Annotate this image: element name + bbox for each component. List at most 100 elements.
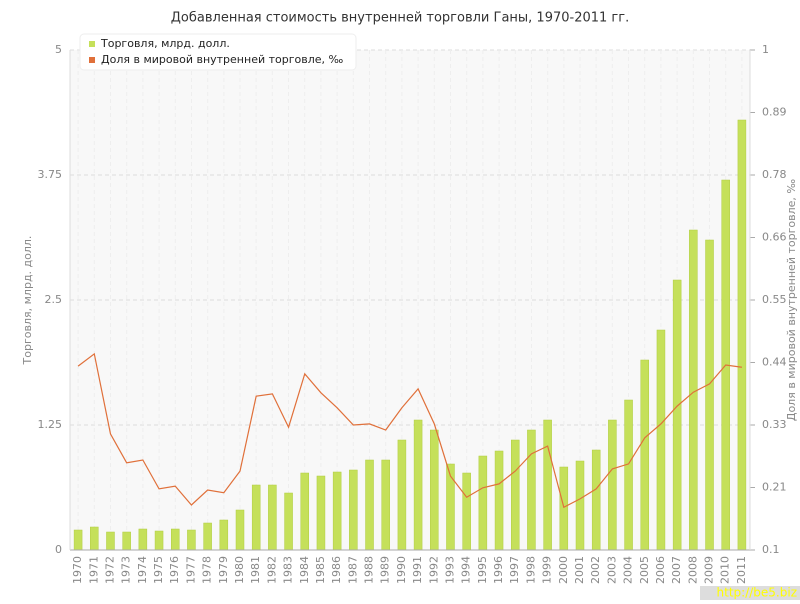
y-tick-label: 1.25	[38, 418, 63, 431]
bar	[689, 229, 698, 551]
bar	[591, 449, 601, 551]
y-tick-label: 5	[55, 43, 62, 56]
bar	[90, 526, 99, 551]
y2-tick-label: 0.89	[762, 106, 787, 119]
bar	[138, 528, 148, 551]
bar	[462, 472, 471, 551]
x-tick-label: 2000	[557, 556, 570, 584]
bar	[559, 466, 569, 551]
x-tick-label: 1976	[168, 556, 181, 584]
legend-label: Торговля, млрд. долл.	[100, 37, 230, 50]
x-tick-label: 2009	[703, 556, 716, 584]
bar	[365, 459, 374, 551]
bar	[656, 329, 666, 551]
line	[77, 352, 742, 509]
bar	[397, 439, 407, 551]
x-tick-label: 1988	[363, 556, 376, 584]
bar	[510, 439, 520, 551]
x-tick-label: 1970	[71, 556, 84, 584]
bar	[284, 492, 293, 551]
x-tick-label: 1981	[249, 556, 262, 584]
bar	[543, 419, 552, 551]
y2-tick-label: 0.33	[762, 418, 787, 431]
bar	[106, 531, 115, 551]
x-tick-label: 1984	[298, 556, 311, 584]
x-tick-label: 2004	[622, 556, 635, 584]
y-tick-label: 2.5	[45, 293, 63, 306]
bar	[527, 429, 536, 551]
x-tick-label: 2008	[686, 556, 699, 584]
y2-tick-label: 0.21	[762, 481, 787, 494]
x-tick-label: 1987	[346, 556, 359, 584]
chart-title: Добавленная стоимость внутренней торговл…	[171, 11, 629, 26]
x-tick-label: 1978	[201, 556, 214, 584]
y-tick-label: 0	[55, 543, 62, 556]
bar	[122, 531, 131, 551]
bar	[381, 459, 390, 551]
y2-tick-label: 0.78	[762, 168, 787, 181]
x-tick-label: 1982	[265, 556, 278, 584]
legend-swatch	[89, 41, 95, 47]
x-tick-label: 1974	[136, 556, 149, 584]
x-tick-label: 1991	[411, 556, 424, 584]
y2-tick-label: 0.1	[762, 543, 780, 556]
bar	[187, 529, 196, 551]
bar	[575, 460, 585, 551]
x-tick-label: 1977	[184, 556, 197, 584]
y2-tick-label: 0.55	[762, 293, 787, 306]
x-tick-label: 1983	[282, 556, 295, 584]
x-tick-label: 1979	[217, 556, 230, 584]
x-tick-label: 2011	[735, 556, 748, 584]
bar	[219, 519, 229, 551]
bar	[170, 528, 180, 551]
x-tick-label: 1992	[427, 556, 440, 584]
x-tick-label: 1994	[460, 556, 473, 584]
x-tick-label: 1971	[87, 556, 100, 584]
x-tick-label: 2003	[605, 556, 618, 584]
bar	[478, 455, 488, 551]
x-tick-label: 2006	[654, 556, 667, 584]
x-tick-label: 1997	[508, 556, 521, 584]
x-tick-label: 2005	[638, 556, 651, 584]
bar	[203, 522, 212, 551]
bar	[154, 530, 164, 551]
x-tick-label: 2007	[670, 556, 683, 584]
y2-tick-label: 1	[762, 43, 769, 56]
x-tick-label: 1973	[120, 556, 133, 584]
y-tick-label: 3.75	[38, 168, 63, 181]
x-tick-label: 1990	[395, 556, 408, 584]
y2-tick-label: 0.66	[762, 231, 787, 244]
bar	[413, 419, 423, 551]
y-axis-label: Торговля, млрд. долл.	[21, 236, 34, 366]
bar	[251, 484, 261, 551]
x-tick-label: 1980	[233, 556, 246, 584]
x-tick-label: 1996	[492, 556, 505, 584]
legend-label: Доля в мировой внутренней торговле, ‰	[101, 53, 344, 66]
x-tick-label: 2001	[573, 556, 586, 584]
x-tick-label: 1993	[443, 556, 456, 584]
watermark-bg	[700, 586, 800, 600]
x-tick-label: 1998	[524, 556, 537, 584]
legend-swatch	[89, 57, 95, 63]
bar	[268, 484, 277, 551]
bar	[332, 471, 342, 551]
bar	[235, 509, 245, 551]
y2-tick-label: 0.44	[762, 356, 787, 369]
bar	[73, 529, 83, 551]
bar	[640, 359, 650, 551]
bar	[608, 419, 617, 551]
x-tick-label: 1999	[541, 556, 554, 584]
bar	[430, 429, 439, 551]
bar	[705, 239, 714, 551]
bar	[300, 472, 310, 551]
x-tick-label: 1986	[330, 556, 343, 584]
x-tick-label: 2002	[589, 556, 602, 584]
y2-axis-label: Доля в мировой внутренней торговле, ‰	[785, 179, 798, 422]
bar	[737, 119, 747, 551]
bar	[494, 450, 504, 551]
x-tick-label: 1975	[152, 556, 165, 584]
x-tick-label: 1995	[476, 556, 489, 584]
bar	[349, 469, 358, 551]
bar	[672, 279, 682, 551]
